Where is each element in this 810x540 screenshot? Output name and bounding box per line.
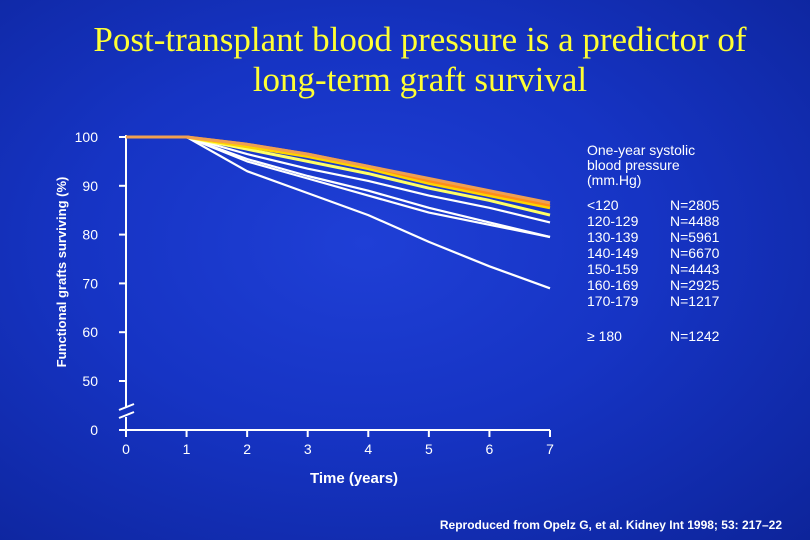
legend-label: 150-159	[587, 261, 639, 277]
y-tick-label: 80	[82, 227, 98, 243]
y-tick-label: 90	[82, 178, 98, 194]
y-tick-label: 100	[75, 129, 99, 145]
chart-title-line-2: long-term graft survival	[252, 60, 588, 99]
legend-item: <120 N=2805	[587, 197, 719, 213]
axis-labels: 0 50 60 70 80 90 100 0 1 2 3 4 5 6 7 Time (years) Functi…	[54, 129, 554, 487]
y-tick-label: 60	[82, 324, 98, 340]
chart-title-line-1: Post-transplant blood pressure is a pred…	[93, 20, 747, 59]
x-tick-label: 7	[546, 441, 554, 457]
legend-item: 140-149 N=6670	[587, 245, 719, 261]
legend-count: N=4443	[670, 261, 720, 277]
legend-count: N=2925	[670, 277, 720, 293]
legend-count: N=1242	[670, 328, 720, 344]
legend-count: N=5961	[670, 229, 720, 245]
survival-line-3	[126, 135, 551, 210]
y-tick-label: 0	[90, 422, 98, 438]
legend-count: N=2805	[670, 197, 720, 213]
legend-label: <120	[587, 197, 619, 213]
legend-title-line: (mm.Hg)	[587, 172, 642, 188]
legend-count: N=1217	[670, 293, 720, 309]
y-axis-title: Functional grafts surviving (%)	[54, 177, 69, 368]
legend-label: 130-139	[587, 229, 639, 245]
chart-axes	[118, 135, 550, 431]
legend-item: 130-139 N=5961	[587, 229, 719, 245]
survival-line-1	[126, 135, 551, 205]
legend-label: 170-179	[587, 293, 639, 309]
legend-title-line: One-year systolic	[587, 142, 696, 158]
survival-line-8	[126, 135, 551, 290]
legend-label: 160-169	[587, 277, 639, 293]
axis-break-mark	[118, 411, 135, 419]
legend-label: ≥ 180	[587, 328, 622, 344]
legend-title-line: blood pressure	[587, 157, 680, 173]
axis-break-mark	[118, 403, 135, 411]
legend-title: One-year systolic blood pressure (mm.Hg)	[587, 143, 757, 188]
survival-lines	[126, 135, 551, 290]
x-tick-label: 3	[304, 441, 312, 457]
legend-item: 120-129 N=4488	[587, 213, 719, 229]
x-tick-label: 6	[486, 441, 494, 457]
legend-item: 150-159 N=4443	[587, 261, 719, 277]
legend-count: N=6670	[670, 245, 720, 261]
reference-note: Reproduced from Opelz G, et al. Kidney I…	[439, 518, 782, 532]
x-axis-title: Time (years)	[310, 470, 398, 487]
legend-label: 120-129	[587, 213, 639, 229]
legend-item: 170-179 N=1217	[587, 293, 719, 309]
y-tick-label: 70	[82, 275, 98, 291]
legend-count: N=4488	[670, 213, 720, 229]
survival-line-5	[126, 135, 551, 224]
x-tick-label: 5	[425, 441, 433, 457]
x-tick-label: 1	[183, 441, 191, 457]
y-tick-label: 50	[82, 373, 98, 389]
x-tick-label: 2	[243, 441, 251, 457]
chart-title: Post-transplant blood pressure is a pred…	[40, 20, 800, 100]
legend-item: ≥ 180 N=1242	[587, 328, 719, 344]
x-tick-label: 0	[122, 441, 130, 457]
legend-label: 140-149	[587, 245, 639, 261]
axis-ticks	[119, 136, 551, 437]
legend-item: 160-169 N=2925	[587, 277, 719, 293]
x-tick-label: 4	[364, 441, 372, 457]
